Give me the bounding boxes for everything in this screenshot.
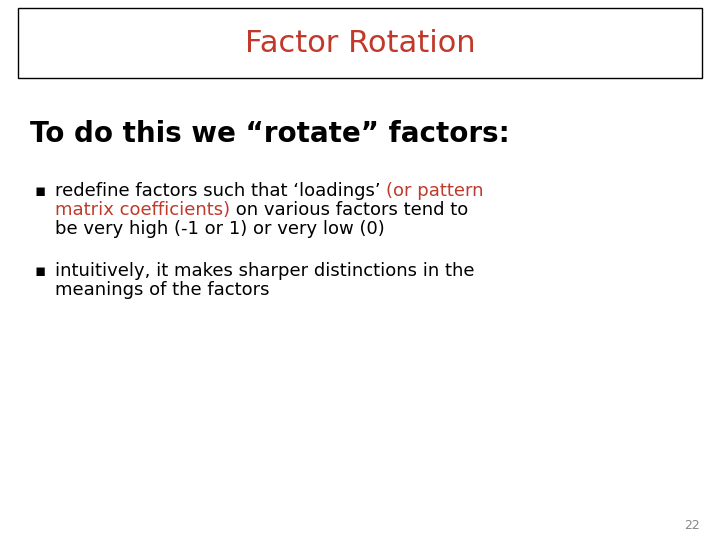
Text: ▪: ▪ bbox=[35, 182, 46, 200]
Bar bbox=[18, 8, 702, 78]
Text: be very high (-1 or 1) or very low (0): be very high (-1 or 1) or very low (0) bbox=[55, 220, 384, 238]
Text: Factor Rotation: Factor Rotation bbox=[245, 29, 475, 57]
Text: 22: 22 bbox=[684, 519, 700, 532]
Text: on various factors tend to: on various factors tend to bbox=[230, 201, 469, 219]
Text: matrix coefficients): matrix coefficients) bbox=[55, 201, 230, 219]
Text: (or pattern: (or pattern bbox=[387, 182, 484, 200]
Text: ▪: ▪ bbox=[35, 262, 46, 280]
Text: To do this we “rotate” factors:: To do this we “rotate” factors: bbox=[30, 120, 510, 148]
Text: meanings of the factors: meanings of the factors bbox=[55, 281, 269, 299]
Text: redefine factors such that ‘loadings’: redefine factors such that ‘loadings’ bbox=[55, 182, 387, 200]
Text: intuitively, it makes sharper distinctions in the: intuitively, it makes sharper distinctio… bbox=[55, 262, 474, 280]
